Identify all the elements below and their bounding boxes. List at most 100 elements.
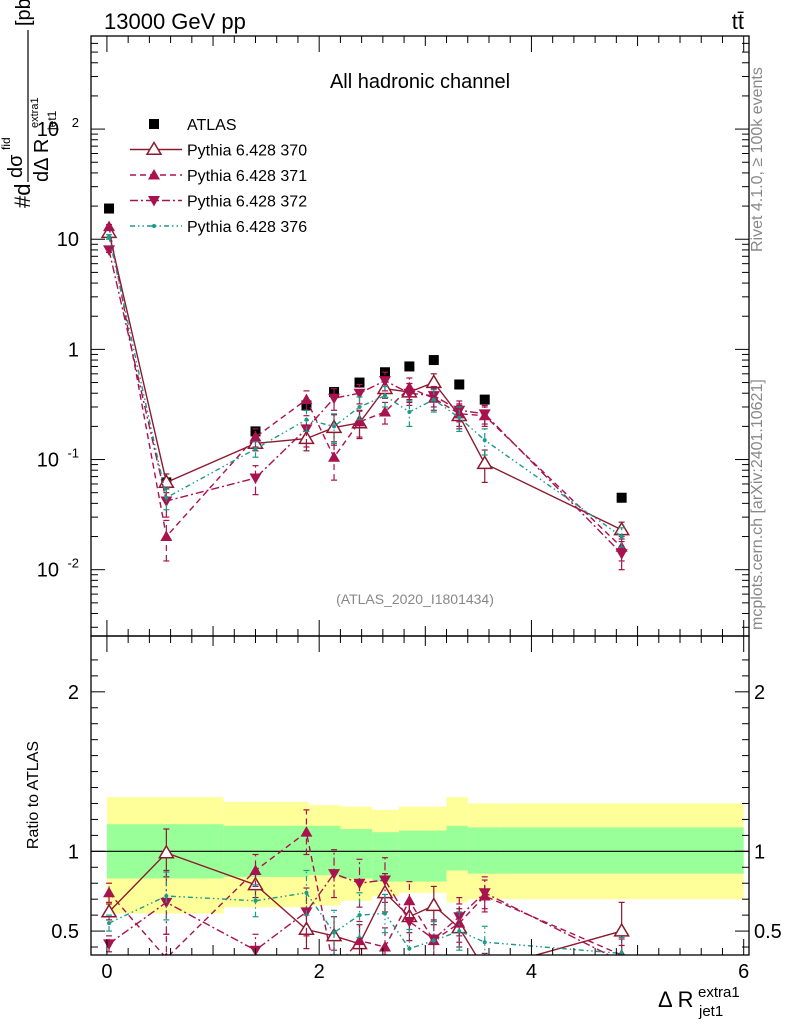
main-plot-panel: All hadronic channel (ATLAS_2020_I180143… xyxy=(0,0,750,637)
ratio-point-mc376 xyxy=(619,951,624,955)
data-point-data xyxy=(428,355,439,366)
legend-entry: ATLAS xyxy=(149,117,237,134)
legend-label: Pythia 6.428 370 xyxy=(187,143,307,160)
y-tick-base: 10 xyxy=(37,450,59,472)
data-point-mc370 xyxy=(425,374,443,389)
data-point-mc376 xyxy=(357,404,362,409)
ratio-point-mc372 xyxy=(160,897,173,909)
ratio-y-tick-label: 0.5 xyxy=(51,921,79,943)
y-tick-exponent: 2 xyxy=(72,115,79,130)
data-point-mc372 xyxy=(378,376,391,387)
svg-text:extra1: extra1 xyxy=(29,97,41,128)
svg-text:jet1: jet1 xyxy=(45,110,59,131)
data-point-mc372 xyxy=(353,388,366,400)
data-point-mc370 xyxy=(476,455,494,470)
data-point-mc376 xyxy=(253,446,258,451)
data-point-data xyxy=(454,379,465,390)
ratio-line-mc370 xyxy=(108,852,622,955)
y-tick-exponent: -1 xyxy=(67,446,79,461)
series-mc370 xyxy=(100,224,630,540)
rivet-label: Rivet 4.1.0, ≥ 100k events xyxy=(749,67,766,252)
data-point-mc376 xyxy=(482,438,487,443)
x-tick-label: 0 xyxy=(101,961,112,983)
ratio-line-mc376 xyxy=(108,892,622,955)
svg-text:dσ: dσ xyxy=(5,154,27,178)
data-point-mc376 xyxy=(619,534,624,539)
ratio-point-mc371 xyxy=(378,941,391,952)
data-point-mc371 xyxy=(160,530,173,542)
ratio-point-mc376 xyxy=(431,938,436,943)
data-point-mc371 xyxy=(249,431,262,442)
legend-label: ATLAS xyxy=(187,117,237,134)
legend-entry: Pythia 6.428 376 xyxy=(130,219,307,236)
y-tick-base: 10 xyxy=(37,119,59,141)
ratio-point-mc370 xyxy=(613,922,630,937)
legend-marker xyxy=(145,141,163,156)
y-tick-base: 10 xyxy=(37,560,59,582)
data-point-mc372 xyxy=(328,393,341,405)
ratio-point-mc371 xyxy=(249,864,262,875)
data-point-data xyxy=(104,203,115,214)
data-point-mc371 xyxy=(300,393,313,405)
uncertainty-band-inner xyxy=(499,827,744,874)
ratio-point-mc372 xyxy=(616,957,628,968)
y-tick-text: 10 xyxy=(57,229,79,251)
data-point-mc372 xyxy=(403,388,416,400)
ratio-point-mc376 xyxy=(457,929,462,934)
ratio-frame xyxy=(90,635,750,956)
chart-title: All hadronic channel xyxy=(330,71,510,93)
data-point-data xyxy=(354,377,365,388)
ratio-line-mc371 xyxy=(108,830,622,955)
ratio-point-mc376 xyxy=(332,930,337,935)
y-tick-text: 1 xyxy=(68,339,79,361)
ratio-point-mc376 xyxy=(382,911,387,916)
ratio-y-axis-title: Ratio to ATLAS xyxy=(25,741,42,849)
svg-text:Δ R: Δ R xyxy=(658,987,693,1012)
ratio-axes: 0.5 0.5 1 1 2 2 0 2 4 6 xyxy=(51,635,782,983)
uncertainty-band-inner xyxy=(467,827,500,874)
ratio-point-mc376 xyxy=(304,890,309,895)
legend-entry: Pythia 6.428 371 xyxy=(130,168,307,185)
mcplots-label: mcplots.cern.ch [arXiv:2401.10621] xyxy=(749,379,766,630)
ratio-point-mc372 xyxy=(378,875,391,887)
data-point-mc376 xyxy=(457,415,462,420)
uncertainty-band-inner xyxy=(398,830,447,882)
series-line-mc376 xyxy=(108,236,623,538)
series-line-mc371 xyxy=(108,226,623,548)
ratio-point-mc376 xyxy=(107,921,112,926)
ratio-point-mc372 xyxy=(353,878,366,890)
uncertainty-band-inner xyxy=(446,825,468,871)
svg-text:extra1: extra1 xyxy=(698,984,740,1001)
legend-marker xyxy=(149,119,159,129)
data-point-mc371 xyxy=(328,451,341,462)
svg-text:fid: fid xyxy=(0,137,13,150)
data-point-mc376 xyxy=(107,234,112,239)
data-point-mc372 xyxy=(103,245,116,256)
legend-entry: Pythia 6.428 370 xyxy=(130,141,307,160)
series-line-mc370 xyxy=(108,232,622,531)
ratio-point-mc370 xyxy=(100,903,118,918)
ratio-y-tick-label: 2 xyxy=(68,682,79,704)
ratio-point-mc371 xyxy=(300,826,313,837)
uncertainty-band-inner xyxy=(340,828,373,879)
ratio-point-mc372 xyxy=(453,912,466,923)
ratio-point-mc372 xyxy=(403,917,416,928)
data-point-mc376 xyxy=(382,393,387,398)
ratio-point-mc372 xyxy=(478,888,491,899)
analysis-label: (ATLAS_2020_I1801434) xyxy=(336,591,494,607)
series-data xyxy=(104,203,627,503)
legend-label: Pythia 6.428 371 xyxy=(187,168,307,185)
ratio-y-tick-label: 1 xyxy=(68,841,79,863)
x-tick-label: 4 xyxy=(526,961,537,983)
ratio-point-mc370 xyxy=(478,962,492,974)
svg-text:#d: #d xyxy=(10,184,35,208)
ratio-point-mc376 xyxy=(407,946,412,951)
data-point-mc376 xyxy=(431,397,436,402)
main-axes: 10 -2 10 -1 1 10 10 2 xyxy=(37,35,750,637)
y-tick-label: 10 -1 xyxy=(37,446,79,472)
legend-label: Pythia 6.428 372 xyxy=(187,194,307,211)
x-axis-title: Δ R jet1 extra1 xyxy=(658,984,740,1020)
ratio-plot-content xyxy=(91,797,749,974)
ratio-plot-panel: 0.5 0.5 1 1 2 2 0 2 4 6 Ratio to ATLAS xyxy=(25,635,782,983)
ratio-series-mc376 xyxy=(106,869,625,955)
